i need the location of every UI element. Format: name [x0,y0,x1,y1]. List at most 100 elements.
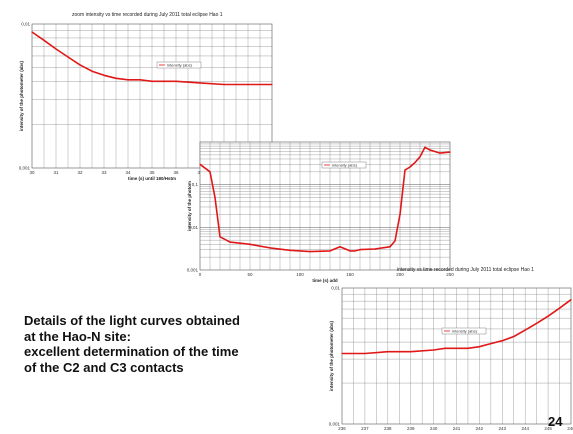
y-axis-label: intensity of the photom [187,181,192,231]
x-tick-label: 240 [430,426,438,431]
data-point [467,347,469,349]
data-point [513,335,515,338]
data-point [249,243,251,245]
x-tick-label: 246 [567,426,573,431]
caption: Details of the light curves obtained at … [24,313,294,375]
data-point [374,248,376,250]
x-tick-label: 239 [407,426,415,431]
x-tick-label: 237 [361,426,369,431]
y-tick-label: 0,01 [21,22,30,27]
legend-label: intensity (abs) [167,63,193,68]
data-point [547,315,549,317]
data-point [389,246,391,248]
data-point [223,83,225,86]
data-point [410,351,412,353]
x-tick-label: 0 [199,272,202,277]
x-tick-label: 200 [396,272,404,277]
y-tick-label: 0,1 [192,182,199,187]
data-point [199,163,201,165]
legend-box [441,327,487,335]
x-tick-label: 150 [346,272,354,277]
data-point [127,79,129,81]
x-axis-label: time (s) until 180/Hstm [128,176,176,181]
data-point [289,249,291,251]
data-point [247,83,249,86]
x-tick-label: 242 [476,426,484,431]
data-point [558,307,561,309]
data-point [67,56,69,58]
data-point [55,48,57,50]
x-tick-label: 32 [77,170,83,175]
y-tick-label: 0,001 [187,268,199,273]
chart-full-eclipse: 0 50 100 150 200 250 0,1 0,01 0,001 time (s) add i… [180,118,456,290]
caption-line: Details of the light curves obtained [24,313,240,328]
data-point [229,241,231,243]
x-tick-label: 241 [453,426,461,431]
data-point [449,151,451,153]
caption-line: excellent determination of the time [24,344,239,359]
data-point [271,83,273,86]
x-tick-label: 250 [446,272,454,277]
data-point [433,349,435,351]
data-point [151,80,153,82]
data-point [536,322,538,324]
data-point [359,249,361,251]
y-axis-label: intensity of the photometer (abs) [329,321,334,392]
data-point [209,171,211,173]
data-point [490,343,492,345]
data-point [91,70,93,72]
legend-box [321,161,367,169]
data-point [354,250,356,252]
data-point [409,166,411,168]
data-point [501,340,503,342]
data-point [139,79,141,81]
data-point [455,347,458,349]
data-point [570,299,572,301]
caption-line: at the Hao-N site: [24,328,131,344]
caption-line: of the C2 and C3 contacts [24,359,184,375]
data-point [404,169,406,171]
x-tick-label: 236 [338,426,346,431]
data-point [478,346,480,348]
x-tick-label: 34 [125,170,131,175]
x-tick-label: 31 [53,170,59,175]
data-point [349,250,351,252]
legend-label: intensity (abs) [332,163,358,168]
x-tick-label: 33 [101,170,107,175]
data-point [419,156,421,158]
data-point [269,247,271,249]
x-tick-label: 36 [173,170,179,175]
x-tick-label: 243 [499,426,507,431]
x-tick-label: 50 [247,272,253,277]
data-point [394,240,396,242]
chart-title: zoom intensity vs time recorded during J… [72,12,223,18]
x-tick-label: 35 [149,170,155,175]
data-point [219,236,221,238]
data-point [163,80,165,82]
data-point [175,80,177,82]
data-point [339,246,341,248]
data-point [79,64,81,66]
data-point [103,74,105,76]
data-point [115,77,117,79]
chart-zoom-c3: intensity vs time recorded during July 2… [322,266,573,434]
legend-label: intensity (abs) [452,329,478,334]
data-point [214,196,216,199]
data-point [429,149,431,151]
x-tick-label: 244 [521,426,529,431]
x-tick-label: 100 [296,272,304,277]
data-point [329,250,331,252]
data-point [43,39,45,41]
data-point [414,161,416,164]
chart-canvas: 236 237 238 239 240 241 242 243 244 245 246 0,01 0,0… [329,286,573,432]
y-tick-label: 0,01 [331,286,340,291]
y-tick-label: 0,01 [189,225,198,230]
x-tick-label: 30 [29,170,35,175]
data-point [399,213,401,216]
data-point [364,352,366,355]
data-point [31,31,33,33]
series-line [199,146,451,253]
y-axis-label: intensity of the photometer (abs) [19,61,24,132]
page-number: 24 [548,414,563,429]
